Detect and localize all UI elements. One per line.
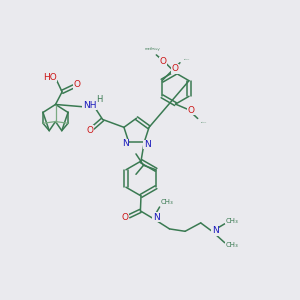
Text: O: O (73, 80, 80, 89)
Text: O: O (172, 64, 179, 73)
Text: methoxy: methoxy (184, 58, 190, 60)
Text: N: N (212, 226, 218, 235)
Text: HO: HO (43, 73, 57, 82)
Text: O: O (188, 106, 195, 115)
Text: NH: NH (83, 101, 96, 110)
Text: N: N (144, 140, 151, 149)
Text: CH₃: CH₃ (161, 199, 173, 205)
Text: O: O (122, 213, 129, 222)
Text: N: N (153, 213, 159, 222)
Text: N: N (122, 139, 128, 148)
Text: methoxy: methoxy (201, 122, 207, 123)
Text: O: O (86, 126, 94, 135)
Text: methoxy: methoxy (145, 47, 161, 51)
Text: methoxy: methoxy (153, 48, 159, 49)
Text: CH₃: CH₃ (226, 218, 239, 224)
Text: methyl: methyl (161, 202, 171, 206)
Text: CH₃: CH₃ (226, 242, 239, 248)
Text: H: H (96, 95, 103, 104)
Text: O: O (159, 57, 167, 66)
